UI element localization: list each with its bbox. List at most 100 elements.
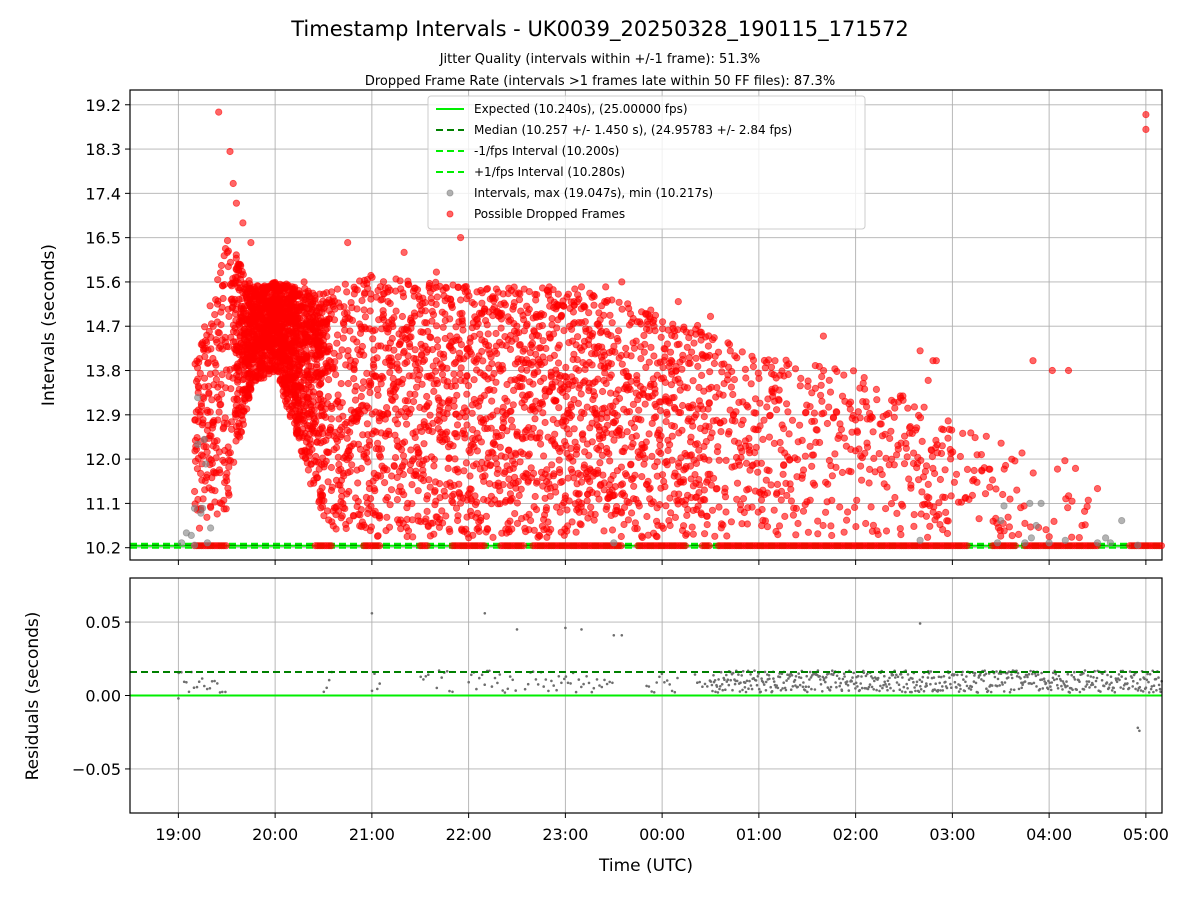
residual-point: [203, 684, 206, 688]
residual-point: [1003, 681, 1007, 684]
dropped-frame-point: [793, 455, 802, 464]
dropped-frame-point: [365, 437, 373, 445]
residual-point: [998, 684, 1001, 687]
residual-point: [467, 680, 471, 684]
residual-point: [813, 688, 817, 691]
dropped-frame-point: [539, 452, 548, 460]
dropped-frame-point: [861, 449, 869, 457]
dropped-frame-point: [621, 444, 629, 452]
residual-point: [739, 681, 742, 684]
dropped-frame-point: [385, 523, 394, 531]
residual-point: [829, 685, 833, 689]
dropped-frame-point: [552, 488, 560, 496]
dropped-frame-point: [511, 509, 519, 518]
residual-point: [1131, 685, 1134, 688]
residual-point: [1138, 729, 1141, 733]
dropped-frame-point: [217, 320, 225, 329]
residual-point: [889, 686, 892, 690]
dropped-frame-point: [581, 303, 589, 311]
residual-point: [793, 678, 797, 682]
dropped-frame-point: [435, 479, 444, 488]
dropped-frame-point: [776, 438, 784, 447]
dropped-frame-point: [825, 403, 833, 411]
dropped-frame-point: [499, 480, 507, 489]
residual-point: [770, 690, 774, 693]
dropped-frame-point: [772, 406, 781, 414]
residual-point: [985, 687, 988, 690]
x-tick-label: 19:00: [155, 825, 201, 844]
residual-point: [376, 687, 379, 691]
residual-point: [197, 680, 201, 683]
dropped-frame-point: [787, 497, 796, 505]
dropped-frame-point: [729, 390, 737, 399]
dropped-frame-point: [678, 365, 686, 373]
dropped-frame-point: [580, 461, 589, 469]
dropped-frame-point: [614, 327, 623, 335]
dropped-frame-point: [309, 388, 317, 396]
dropped-frame-point: [786, 480, 794, 488]
dropped-frame-point: [404, 280, 412, 288]
dropped-frame-point: [478, 347, 486, 355]
residual-point: [1051, 676, 1055, 680]
bottom-y-tick-label: −0.05: [72, 760, 121, 779]
residual-point: [511, 678, 514, 682]
residual-point: [760, 677, 763, 680]
residual-point: [1149, 687, 1153, 691]
dropped-frame-point: [870, 454, 878, 462]
residual-point: [216, 682, 219, 685]
residual-point: [769, 685, 772, 689]
residual-point: [658, 675, 661, 679]
dropped-frame-point: [430, 462, 438, 470]
dropped-frame-point: [719, 521, 727, 529]
residual-point: [835, 685, 838, 689]
dropped-frame-point: [599, 471, 607, 479]
dropped-frame-point: [693, 321, 702, 330]
dropped-frame-point: [818, 397, 826, 405]
residual-point: [1046, 687, 1050, 691]
residual-point: [1009, 688, 1013, 691]
residual-point: [782, 681, 785, 684]
bottom-panel-reference-lines: [130, 671, 1162, 697]
dropped-frame-point: [332, 443, 341, 452]
dropped-frame-point: [715, 503, 723, 511]
dropped-frame-point: [589, 329, 597, 338]
dropped-frame-point: [653, 458, 661, 466]
dropped-frame-point: [233, 395, 241, 403]
dropped-frame-point: [739, 416, 747, 424]
dropped-frame-point: [815, 438, 824, 447]
dropped-frame-point: [466, 448, 474, 457]
top-panel-frame: [129, 89, 1163, 561]
residual-point: [1036, 673, 1040, 676]
dropped-frame-point: [375, 542, 384, 550]
dropped-frame-point: [875, 449, 883, 458]
dropped-frame-point: [767, 481, 775, 489]
residual-point: [731, 671, 735, 675]
residual-point: [983, 669, 986, 672]
residual-point: [748, 679, 751, 683]
dropped-frame-point: [474, 402, 483, 410]
dropped-frame-point: [230, 458, 238, 466]
residual-point: [582, 682, 585, 686]
dropped-frame-point: [506, 517, 514, 525]
residual-point: [912, 680, 915, 684]
residual-point: [984, 672, 988, 676]
dropped-frame-point: [640, 460, 648, 468]
dropped-frame-point: [470, 300, 478, 308]
residual-point: [1031, 672, 1034, 676]
residual-point: [862, 671, 866, 674]
residual-point: [953, 673, 956, 676]
residual-point: [1040, 678, 1044, 681]
residual-point: [824, 680, 827, 684]
residual-point: [790, 674, 794, 677]
dropped-frame-point: [856, 462, 865, 470]
residual-point: [1157, 676, 1160, 679]
dropped-frame-point: [840, 434, 849, 442]
residual-point: [878, 689, 881, 693]
dropped-frame-point: [722, 456, 730, 464]
dropped-frame-point: [569, 457, 577, 465]
residual-point: [956, 673, 959, 677]
top-y-tick-label: 12.9: [85, 406, 121, 425]
dropped-frame-point: [736, 500, 745, 509]
dropped-frame-point: [840, 528, 848, 536]
residual-point: [948, 676, 951, 679]
